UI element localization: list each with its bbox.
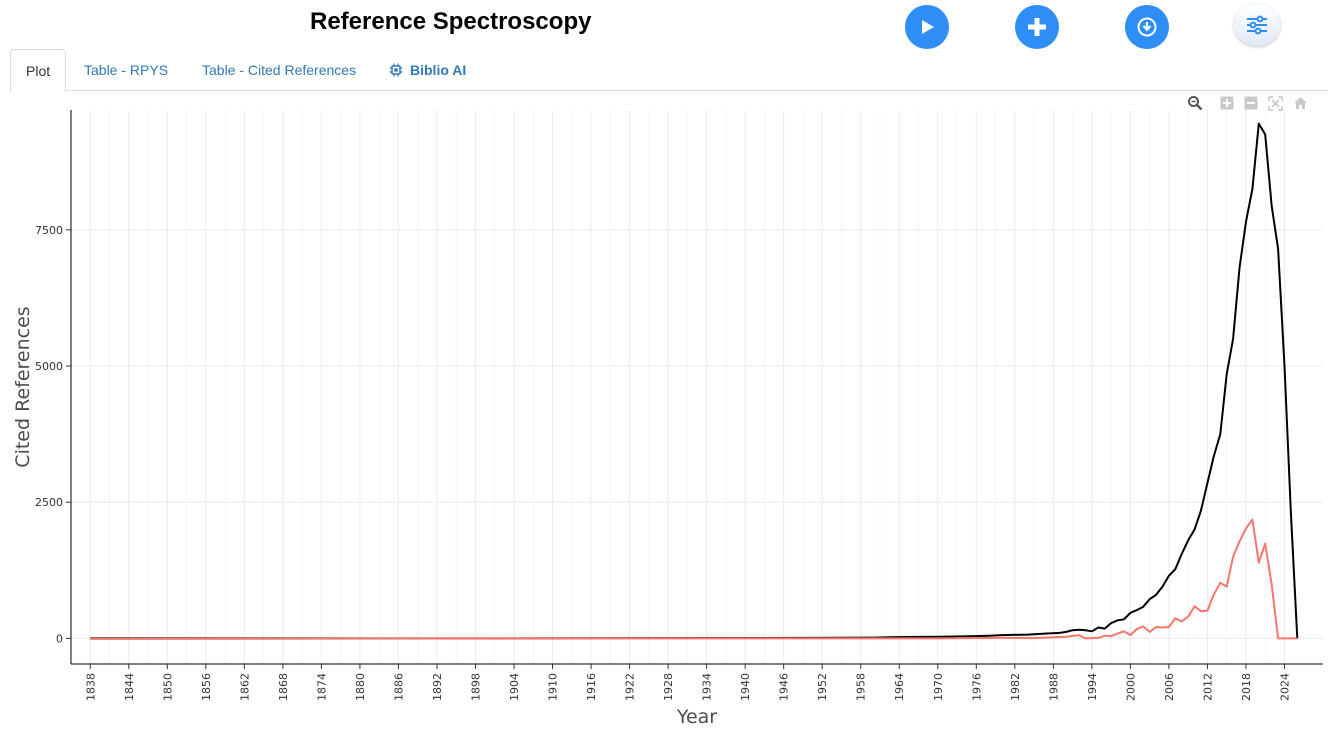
x-tick-label: 2000 [1124,673,1137,701]
x-axis-title: Year [676,706,717,728]
x-tick-label: 1850 [161,673,174,701]
x-tick-label: 1886 [392,673,405,701]
add-button[interactable] [1015,5,1059,49]
reset-axes-button[interactable] [1291,94,1309,112]
zoom-in-icon [1220,96,1234,110]
y-tick-label: 5000 [35,360,63,373]
x-tick-label: 1922 [624,673,637,701]
x-tick-label: 1868 [277,673,290,701]
x-tick-label: 1862 [238,673,251,701]
reset-axes-icon [1293,97,1307,109]
plus-icon [1028,18,1046,36]
tab-biblio-ai-label: Biblio AI [410,62,467,78]
x-tick-label: 1952 [816,673,829,701]
x-tick-label: 1970 [932,673,945,701]
x-tick-label: 1856 [200,673,213,701]
series-line-2 [90,518,1298,640]
x-tick-label: 1910 [547,673,560,701]
autoscale-icon [1267,95,1283,111]
x-tick-label: 2012 [1201,673,1214,701]
zoom-out-button[interactable] [1242,94,1260,112]
x-tick-label: 1916 [585,673,598,701]
x-tick-label: 1892 [431,673,444,701]
y-tick-label: 2500 [35,496,63,509]
page-title: Reference Spectroscopy [310,8,592,35]
x-tick-label: 1928 [662,673,675,701]
options-button[interactable] [1234,4,1280,46]
autoscale-button[interactable] [1266,94,1284,112]
x-tick-label: 1940 [739,673,752,701]
chip-icon [389,63,403,77]
y-tick-label: 0 [56,632,63,645]
x-tick-label: 1982 [1009,673,1022,701]
x-tick-label: 1958 [855,673,868,701]
y-axis-title: Cited References [12,306,34,467]
x-tick-label: 1964 [893,673,906,701]
y-tick-label: 7500 [35,224,63,237]
x-tick-label: 1988 [1047,673,1060,701]
zoom-button[interactable] [1186,94,1204,112]
x-tick-label: 1946 [778,673,791,701]
series-line-1 [90,122,1299,640]
download-icon [1137,17,1157,37]
x-tick-label: 1976 [970,673,983,701]
play-icon [922,20,934,34]
x-tick-label: 1994 [1086,673,1099,701]
x-tick-label: 1838 [84,673,97,701]
tab-table-cited-references[interactable]: Table - Cited References [202,62,357,78]
tab-plot[interactable]: Plot [10,49,66,92]
x-tick-label: 1880 [354,673,367,701]
tab-table-rpys[interactable]: Table - RPYS [84,62,169,78]
zoom-icon [1188,96,1203,111]
x-tick-label: 1934 [701,673,714,701]
tab-bar: Plot Table - RPYS Table - Cited Referenc… [10,49,1328,92]
x-tick-label: 1844 [123,673,136,701]
x-tick-label: 2024 [1278,673,1291,701]
download-button[interactable] [1125,5,1169,49]
zoom-in-button[interactable] [1218,94,1236,112]
tab-biblio-ai[interactable]: Biblio AI [374,49,481,91]
x-tick-label: 1898 [469,673,482,701]
x-tick-label: 1874 [315,673,328,701]
x-tick-label: 2018 [1240,673,1253,701]
sliders-icon [1247,15,1267,35]
x-tick-label: 2006 [1163,673,1176,701]
zoom-out-icon [1244,96,1258,110]
run-button[interactable] [905,5,949,49]
x-tick-label: 1904 [508,673,521,701]
